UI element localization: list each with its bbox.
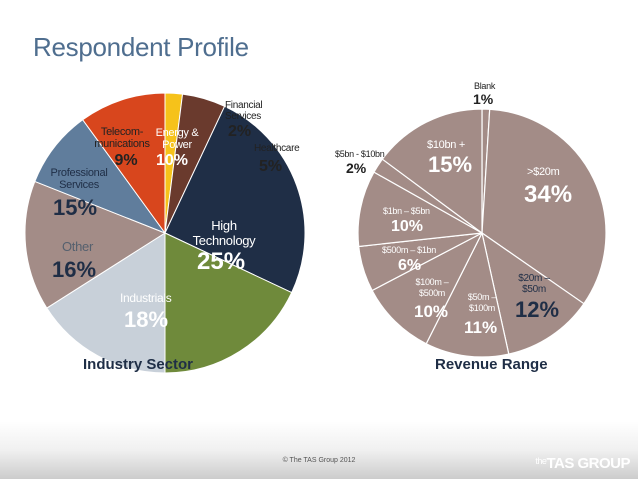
slice-high-tech <box>164 105 306 294</box>
pct-energy: 10% <box>156 152 189 169</box>
pct-blank: 1% <box>473 91 494 107</box>
revenue-range-pie <box>357 108 607 358</box>
label-100m-500m: $100m – $500m <box>415 277 449 298</box>
company-logo: theTAS GROUP <box>535 455 630 472</box>
label-energy: Energy & Power <box>155 127 199 151</box>
page-title: Respondent Profile <box>33 32 249 62</box>
slice-industrials <box>164 232 293 374</box>
slice-energy <box>82 92 166 234</box>
pct-50m-100m: 11% <box>464 318 498 337</box>
pct-high-tech: 25% <box>197 248 246 275</box>
label-over-20m: >$20m <box>527 166 560 178</box>
pct-1bn-5bn: 10% <box>391 218 424 235</box>
slice-r100m-500m <box>371 232 483 345</box>
label-1bn-5bn: $1bn – $5bn <box>383 206 430 216</box>
pct-healthcare: 5% <box>259 158 283 175</box>
industry-sector-caption: Industry Sector <box>83 356 194 373</box>
pct-industrials: 18% <box>124 307 169 332</box>
label-50m-100m: $50m – $100m <box>467 292 497 313</box>
label-industrials: Industrials <box>120 291 172 305</box>
label-financial: Financial Services <box>225 100 263 122</box>
label-20m-50m: $20m – $50m <box>518 273 550 295</box>
label-5bn-10bn: $5bn - $10bn <box>335 149 385 159</box>
pct-5bn-10bn: 2% <box>346 160 367 176</box>
label-10bn: $10bn + <box>427 139 465 151</box>
pct-100m-500m: 10% <box>414 302 449 321</box>
pct-over-20m: 34% <box>524 181 573 208</box>
label-telecom: Telecom- munications <box>94 126 150 150</box>
pct-20m-50m: 12% <box>515 297 560 322</box>
label-blank: Blank <box>474 81 496 91</box>
label-500m-1bn: $500m – $1bn <box>382 245 436 255</box>
industry-sector-pie <box>24 92 306 374</box>
revenue-range-caption: Revenue Range <box>435 356 548 373</box>
label-other: Other <box>62 239 94 254</box>
pct-financial: 2% <box>228 123 252 140</box>
pct-500m-1bn: 6% <box>398 257 422 274</box>
slice-r20m-50m <box>481 232 585 355</box>
pct-other: 16% <box>52 257 97 282</box>
pct-telecom: 9% <box>114 152 138 169</box>
slice-other <box>46 232 166 374</box>
footer-copyright: © The TAS Group 2012 <box>282 457 356 464</box>
label-high-tech: High Technology <box>192 218 256 248</box>
label-healthcare: Healthcare <box>254 143 300 154</box>
slice-r10bn <box>381 108 483 234</box>
slice-r50m-100m <box>425 232 510 358</box>
slice-telecom <box>34 119 166 234</box>
label-professional: Professional Services <box>50 167 108 191</box>
slice-r1bn-5bn <box>357 171 483 248</box>
slice-professional <box>24 180 166 309</box>
slice-r20m <box>481 108 607 305</box>
pct-10bn: 15% <box>428 152 473 177</box>
pct-professional: 15% <box>53 195 98 220</box>
